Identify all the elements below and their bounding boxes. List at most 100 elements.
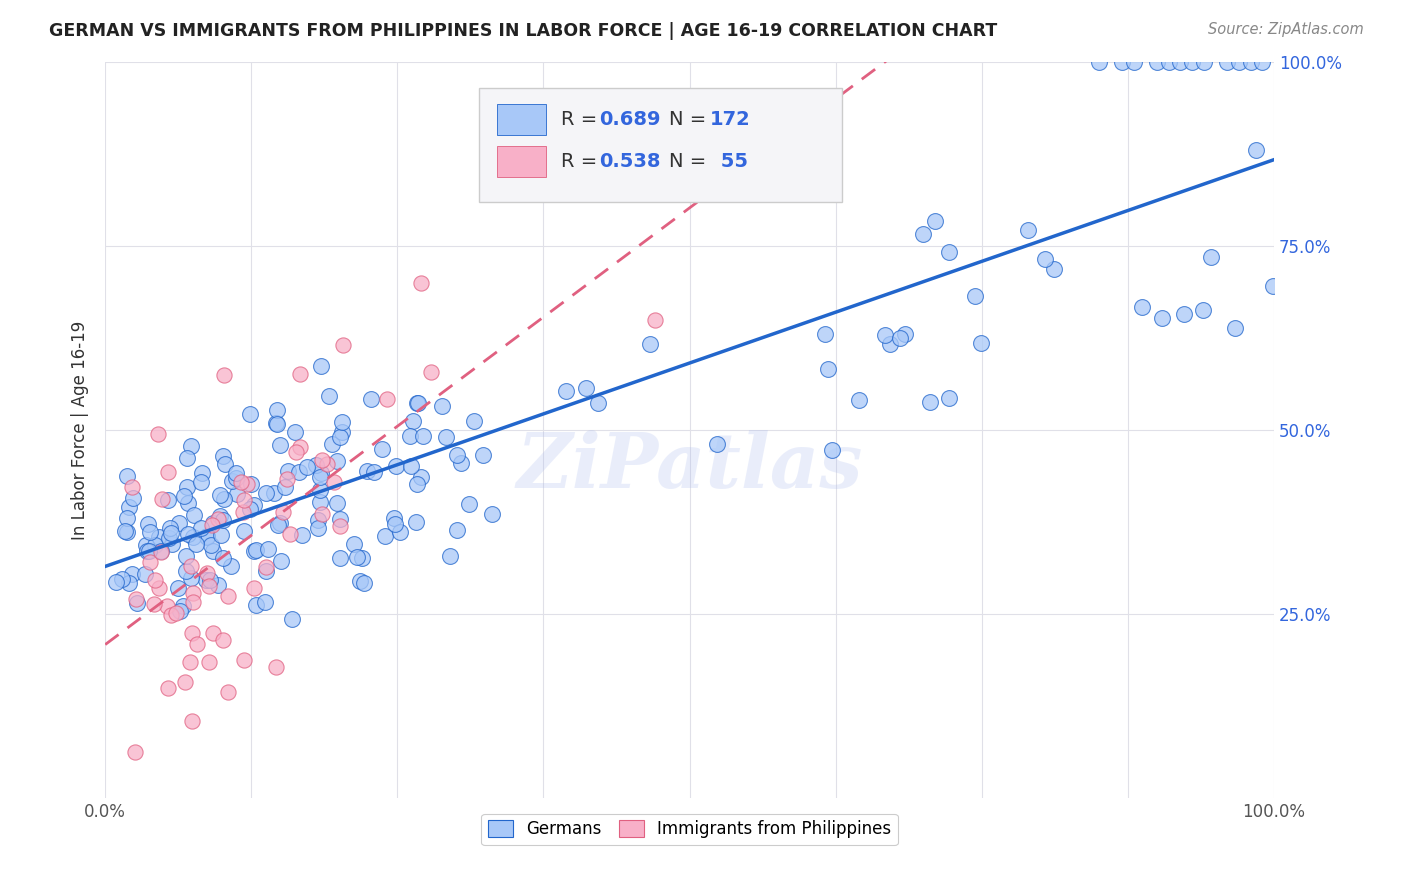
Point [254,595,277,609]
Point [398,429,420,443]
Point [360,392,382,406]
Point [135,538,157,552]
Point [162,537,184,551]
Point [276,472,298,486]
Point [405,396,427,410]
Point [1216,55,1239,70]
Point [110,572,132,586]
Point [352,551,374,566]
Point [209,528,232,542]
Point [181,714,204,729]
Point [309,483,332,498]
Point [1192,302,1215,317]
Point [156,492,179,507]
Point [266,417,288,431]
Point [889,330,911,344]
Point [217,590,239,604]
Point [1181,55,1204,70]
Point [245,543,267,558]
Point [385,459,408,474]
Point [1150,311,1173,326]
Point [821,442,844,457]
Point [148,581,170,595]
Point [409,470,432,484]
Point [186,536,208,550]
Point [225,470,247,484]
Point [316,457,339,471]
Point [554,384,576,399]
Point [321,437,343,451]
Point [198,574,221,588]
Point [150,491,173,506]
Point [176,451,198,466]
Point [912,227,935,241]
Point [177,526,200,541]
Text: 172: 172 [710,110,751,129]
Point [281,612,304,626]
Point [212,551,235,566]
Point [1251,55,1274,70]
Text: 0.689: 0.689 [599,110,661,129]
Point [1225,320,1247,334]
Point [290,367,312,381]
Point [269,516,291,531]
Point [472,448,495,462]
Point [233,524,256,538]
Point [157,681,180,696]
Point [330,416,353,430]
Point [1033,252,1056,266]
Point [270,554,292,568]
Point [1122,55,1144,70]
Point [481,507,503,521]
Point [201,516,224,531]
Point [384,516,406,531]
FancyBboxPatch shape [496,146,546,177]
Point [202,625,225,640]
Point [446,449,468,463]
Point [1146,55,1168,70]
Point [274,480,297,494]
Point [143,538,166,552]
Point [329,430,352,444]
Point [134,567,156,582]
Point [346,549,368,564]
Point [305,458,328,472]
Point [233,493,256,508]
Point [288,440,311,454]
Point [245,598,267,612]
Point [1130,300,1153,314]
Point [295,459,318,474]
Point [254,560,277,574]
Point [329,519,352,533]
Point [121,566,143,581]
Point [924,214,946,228]
Point [388,525,411,540]
Point [165,607,187,621]
Text: 55: 55 [714,152,748,171]
Point [157,466,180,480]
Point [970,335,993,350]
Point [195,566,218,580]
Point [159,521,181,535]
Point [212,449,235,463]
Text: R =: R = [561,152,603,171]
Point [1173,307,1195,321]
Point [118,500,141,515]
Point [284,425,307,440]
Point [254,564,277,578]
Point [122,491,145,505]
Y-axis label: In Labor Force | Age 16-19: In Labor Force | Age 16-19 [72,320,89,540]
Point [402,414,425,428]
Point [257,541,280,556]
Point [190,475,212,490]
Point [177,496,200,510]
Point [1170,55,1192,70]
Point [575,381,598,395]
Point [326,454,349,468]
Point [159,526,181,541]
Point [212,633,235,648]
Point [330,425,353,439]
Point [1192,55,1215,70]
Point [125,591,148,606]
Point [197,529,219,543]
